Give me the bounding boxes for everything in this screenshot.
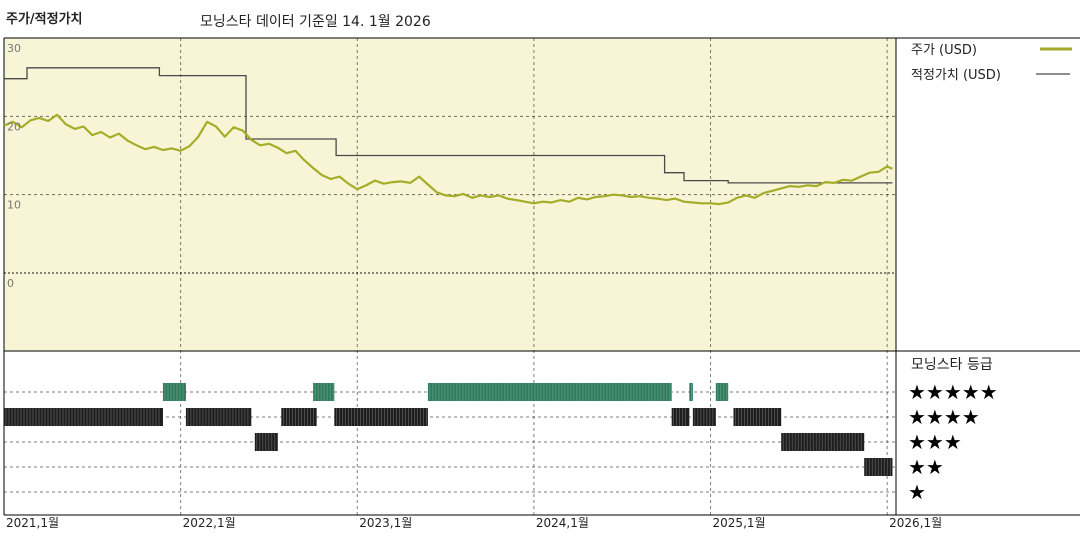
x-tick-label: 2022,1월: [183, 516, 236, 530]
x-tick-label: 2024,1월: [536, 516, 589, 530]
rating-bars: [4, 383, 893, 476]
legend-fair-label: 적정가치 (USD): [911, 68, 1001, 83]
rating-segment-4-star: [185, 408, 252, 426]
rating-segment-5-star: [715, 383, 729, 401]
y-tick-label: 0: [7, 277, 14, 290]
rating-segment-5-star: [427, 383, 672, 401]
rating-segment-4-star: [4, 408, 163, 426]
rating-row-2-stars: ★★: [908, 455, 944, 479]
y-tick-label: 30: [7, 42, 21, 55]
rating-segment-4-star: [692, 408, 716, 426]
legend: 주가 (USD) 적정가치 (USD): [911, 43, 1072, 83]
rating-segment-4-star: [334, 408, 428, 426]
rating-segment-4-star: [671, 408, 690, 426]
rating-row-4-stars: ★★★★: [908, 405, 980, 429]
rating-row-1-star: ★: [908, 480, 926, 504]
rating-segment-2-star: [864, 458, 893, 476]
legend-price-label: 주가 (USD): [911, 43, 977, 58]
rating-segment-3-star: [781, 433, 865, 451]
rating-row-5-stars: ★★★★★: [908, 380, 998, 404]
rating-segment-3-star: [254, 433, 278, 451]
y-tick-label: 10: [7, 199, 21, 212]
x-tick-label: 2021,1월: [6, 516, 59, 530]
rating-segment-5-star: [313, 383, 335, 401]
rating-segment-5-star: [689, 383, 693, 401]
axis-labels: 0 10 20 30 2021,1월 2022,1월 2023,1월 2024,1월 2025,…: [6, 42, 942, 530]
rating-segment-5-star: [162, 383, 186, 401]
rating-segment-4-star: [281, 408, 317, 426]
fair-value-line: [4, 67, 893, 184]
x-tick-label: 2025,1월: [713, 516, 766, 530]
rating-row-3-stars: ★★★: [908, 430, 962, 454]
chart-title: 주가/적정가치: [6, 12, 83, 27]
rating-legend: 모닝스타 등급 ★★★★★ ★★★★ ★★★ ★★ ★: [908, 357, 998, 504]
x-tick-label: 2026,1월: [889, 516, 942, 530]
rating-panel-title: 모닝스타 등급: [911, 357, 993, 373]
data-date-subtitle: 모닝스타 데이터 기준일 14. 1월 2026: [200, 14, 431, 30]
x-tick-label: 2023,1월: [359, 516, 412, 530]
y-tick-label: 20: [7, 120, 21, 133]
series-layer: [3, 67, 893, 206]
rating-segment-4-star: [733, 408, 782, 426]
price-line: [3, 113, 893, 206]
